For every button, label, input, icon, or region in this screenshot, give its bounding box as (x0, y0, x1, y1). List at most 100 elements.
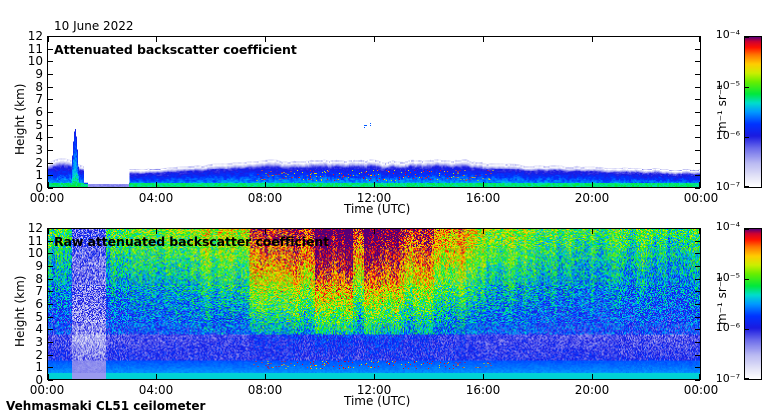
raw-attenuated-backscatter-ytick-mark-2 (48, 355, 53, 356)
raw-attenuated-backscatter-xtick-label-12: 12:00 (356, 383, 392, 397)
attenuated-backscatter-colorbar-label-1: 10⁻⁵ (715, 79, 740, 92)
raw-attenuated-backscatter-ytick-mark-right-5 (695, 317, 700, 318)
raw-attenuated-backscatter-ytick-mark-8 (48, 279, 53, 280)
raw-attenuated-backscatter-ytick-label-4: 4 (35, 322, 43, 336)
raw-attenuated-backscatter-colorbar-tick-1 (745, 279, 749, 280)
panel0-title: Attenuated backscatter coefficient (54, 42, 297, 57)
raw-attenuated-backscatter-ytick-label-2: 2 (35, 348, 43, 362)
attenuated-backscatter-xtick-label-20: 20:00 (574, 191, 610, 205)
attenuated-backscatter-ytick-mark-10 (48, 61, 53, 62)
attenuated-backscatter-ytick-mark-right-5 (695, 125, 700, 126)
raw-attenuated-backscatter-xtick-label-4: 04:00 (138, 383, 174, 397)
panel1-title: Raw attenuated backscatter coefficient (54, 234, 330, 249)
attenuated-backscatter-xtick-label-4: 04:00 (138, 191, 174, 205)
attenuated-backscatter-ytick-mark-6 (48, 112, 53, 113)
attenuated-backscatter-xtick-label-24: 00:00 (683, 191, 719, 205)
attenuated-backscatter-ytick-mark-0 (48, 188, 53, 189)
attenuated-backscatter-ytick-mark-11 (48, 49, 53, 50)
raw-attenuated-backscatter-ytick-label-9: 9 (35, 259, 43, 273)
attenuated-backscatter-ytick-mark-9 (48, 74, 53, 75)
raw-attenuated-backscatter-ytick-mark-4 (48, 329, 53, 330)
raw-attenuated-backscatter-ytick-label-6: 6 (35, 297, 43, 311)
attenuated-backscatter-ytick-label-7: 7 (35, 92, 43, 106)
raw-attenuated-backscatter-ytick-mark-right-1 (695, 367, 700, 368)
attenuated-backscatter-ytick-label-8: 8 (35, 80, 43, 94)
raw-attenuated-backscatter-ytick-mark-5 (48, 317, 53, 318)
attenuated-backscatter-ytick-mark-right-2 (695, 163, 700, 164)
attenuated-backscatter-ytick-label-5: 5 (35, 118, 43, 132)
raw-attenuated-backscatter-ytick-mark-0 (48, 380, 53, 381)
raw-attenuated-backscatter-ytick-mark-7 (48, 291, 53, 292)
attenuated-backscatter-ytick-mark-right-10 (695, 61, 700, 62)
attenuated-backscatter-ytick-mark-right-12 (695, 36, 700, 37)
raw-attenuated-backscatter-colorbar-tick-3 (745, 378, 749, 379)
attenuated-backscatter-ytick-mark-8 (48, 87, 53, 88)
attenuated-backscatter-colorbar-label-0: 10⁻⁴ (715, 28, 740, 41)
attenuated-backscatter-xtick-mark-top-4 (156, 37, 157, 42)
attenuated-backscatter-colorbar-tick-0 (745, 37, 749, 38)
raw-attenuated-backscatter-ytick-mark-11 (48, 241, 53, 242)
attenuated-backscatter-xtick-mark-16 (483, 182, 484, 187)
raw-attenuated-backscatter-xtick-mark-4 (156, 374, 157, 379)
raw-attenuated-backscatter-ytick-mark-right-11 (695, 241, 700, 242)
raw-attenuated-backscatter-ytick-label-0: 0 (35, 373, 43, 387)
attenuated-backscatter-xtick-label-0: 00:00 (29, 191, 65, 205)
attenuated-backscatter-xtick-label-8: 08:00 (247, 191, 283, 205)
raw-attenuated-backscatter-xtick-mark-20 (592, 374, 593, 379)
attenuated-backscatter-xtick-mark-8 (265, 182, 266, 187)
raw-attenuated-backscatter-xtick-label-20: 20:00 (574, 383, 610, 397)
attenuated-backscatter-ytick-label-4: 4 (35, 130, 43, 144)
raw-attenuated-backscatter-xtick-mark-16 (483, 374, 484, 379)
raw-attenuated-backscatter-xtick-mark-top-20 (592, 229, 593, 234)
panel1-colorbar-gradient (745, 229, 761, 379)
attenuated-backscatter-xtick-mark-top-20 (592, 37, 593, 42)
raw-attenuated-backscatter-ytick-mark-right-9 (695, 266, 700, 267)
attenuated-backscatter-ytick-mark-right-8 (695, 87, 700, 88)
attenuated-backscatter-colorbar-label-3: 10⁻⁷ (715, 180, 740, 193)
raw-attenuated-backscatter-colorbar-tick-0 (745, 229, 749, 230)
attenuated-backscatter-ytick-label-11: 11 (27, 42, 43, 56)
attenuated-backscatter-ytick-mark-right-4 (695, 137, 700, 138)
attenuated-backscatter-xtick-mark-top-12 (374, 37, 375, 42)
raw-attenuated-backscatter-ytick-mark-right-8 (695, 279, 700, 280)
attenuated-backscatter-ytick-mark-3 (48, 150, 53, 151)
raw-attenuated-backscatter-xtick-label-24: 00:00 (683, 383, 719, 397)
attenuated-backscatter-xtick-mark-top-8 (265, 37, 266, 42)
raw-attenuated-backscatter-xtick-mark-8 (265, 374, 266, 379)
raw-attenuated-backscatter-ytick-mark-right-2 (695, 355, 700, 356)
panel1-colorbar (744, 228, 762, 380)
raw-attenuated-backscatter-ytick-label-8: 8 (35, 272, 43, 286)
attenuated-backscatter-xtick-mark-0 (48, 182, 49, 187)
raw-attenuated-backscatter-ytick-mark-right-12 (695, 228, 700, 229)
raw-attenuated-backscatter-ytick-label-12: 12 (27, 221, 43, 235)
panel-attenuated-backscatter (47, 36, 701, 188)
raw-attenuated-backscatter-xtick-mark-12 (374, 374, 375, 379)
attenuated-backscatter-colorbar-tick-1 (745, 87, 749, 88)
raw-attenuated-backscatter-colorbar-label-2: 10⁻⁶ (715, 321, 740, 334)
attenuated-backscatter-ytick-label-3: 3 (35, 143, 43, 157)
raw-attenuated-backscatter-xtick-mark-top-24 (699, 229, 700, 234)
panel1-xlabel: Time (UTC) (344, 394, 411, 408)
panel0-heatmap (48, 37, 700, 187)
station-label: Vehmasmaki CL51 ceilometer (6, 399, 206, 413)
raw-attenuated-backscatter-xtick-mark-top-0 (48, 229, 49, 234)
raw-attenuated-backscatter-colorbar-label-1: 10⁻⁵ (715, 271, 740, 284)
attenuated-backscatter-ytick-mark-right-6 (695, 112, 700, 113)
attenuated-backscatter-xtick-mark-20 (592, 182, 593, 187)
panel0-colorbar-gradient (745, 37, 761, 187)
attenuated-backscatter-xtick-mark-top-16 (483, 37, 484, 42)
raw-attenuated-backscatter-xtick-label-0: 00:00 (29, 383, 65, 397)
raw-attenuated-backscatter-ytick-label-10: 10 (27, 246, 43, 260)
raw-attenuated-backscatter-colorbar-label-3: 10⁻⁷ (715, 372, 740, 385)
attenuated-backscatter-ytick-mark-1 (48, 175, 53, 176)
attenuated-backscatter-ytick-label-2: 2 (35, 156, 43, 170)
raw-attenuated-backscatter-xtick-mark-top-16 (483, 229, 484, 234)
panel0-colorbar (744, 36, 762, 188)
attenuated-backscatter-ytick-label-10: 10 (27, 54, 43, 68)
raw-attenuated-backscatter-xtick-mark-top-12 (374, 229, 375, 234)
attenuated-backscatter-ytick-label-9: 9 (35, 67, 43, 81)
raw-attenuated-backscatter-xtick-mark-top-8 (265, 229, 266, 234)
attenuated-backscatter-ytick-mark-4 (48, 137, 53, 138)
raw-attenuated-backscatter-ytick-label-7: 7 (35, 284, 43, 298)
raw-attenuated-backscatter-ytick-mark-1 (48, 367, 53, 368)
